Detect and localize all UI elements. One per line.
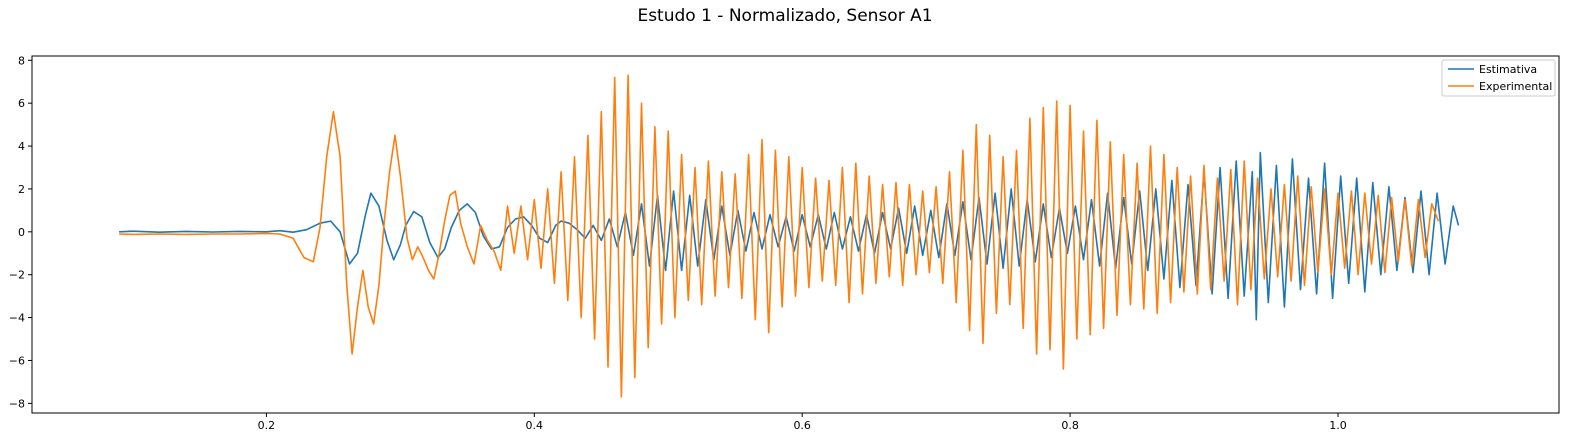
y-tick-label: −4 [9,312,25,325]
y-tick-label: −8 [9,397,25,410]
axes: 0.2 0.4 0.6 0.8 1.0 −8 −6 −4 −2 0 2 4 6 8 [9,54,1347,432]
y-tick-label: 2 [18,183,25,196]
x-tick-label: 0.4 [526,419,544,432]
y-tick-label: 4 [18,140,25,153]
x-tick-label: 0.2 [258,419,276,432]
legend-label-experimental: Experimental [1479,80,1552,93]
chart-title: Estudo 1 - Normalizado, Sensor A1 [637,6,933,26]
y-tick-label: 8 [18,54,25,67]
y-tick-label: −6 [9,354,25,367]
legend-label-estimativa: Estimativa [1479,63,1537,76]
legend: Estimativa Experimental [1441,59,1556,97]
y-tick-label: 6 [18,97,25,110]
x-tick-label: 0.6 [793,419,811,432]
plot-area [119,74,1460,398]
x-tick-label: 0.8 [1061,419,1079,432]
axes-frame [31,55,1560,414]
y-tick-label: 0 [18,226,25,239]
series-line-estimativa [119,151,1460,321]
y-tick-label: −2 [9,269,25,282]
x-tick-label: 1.0 [1329,419,1347,432]
series-line-experimental [119,74,1440,398]
